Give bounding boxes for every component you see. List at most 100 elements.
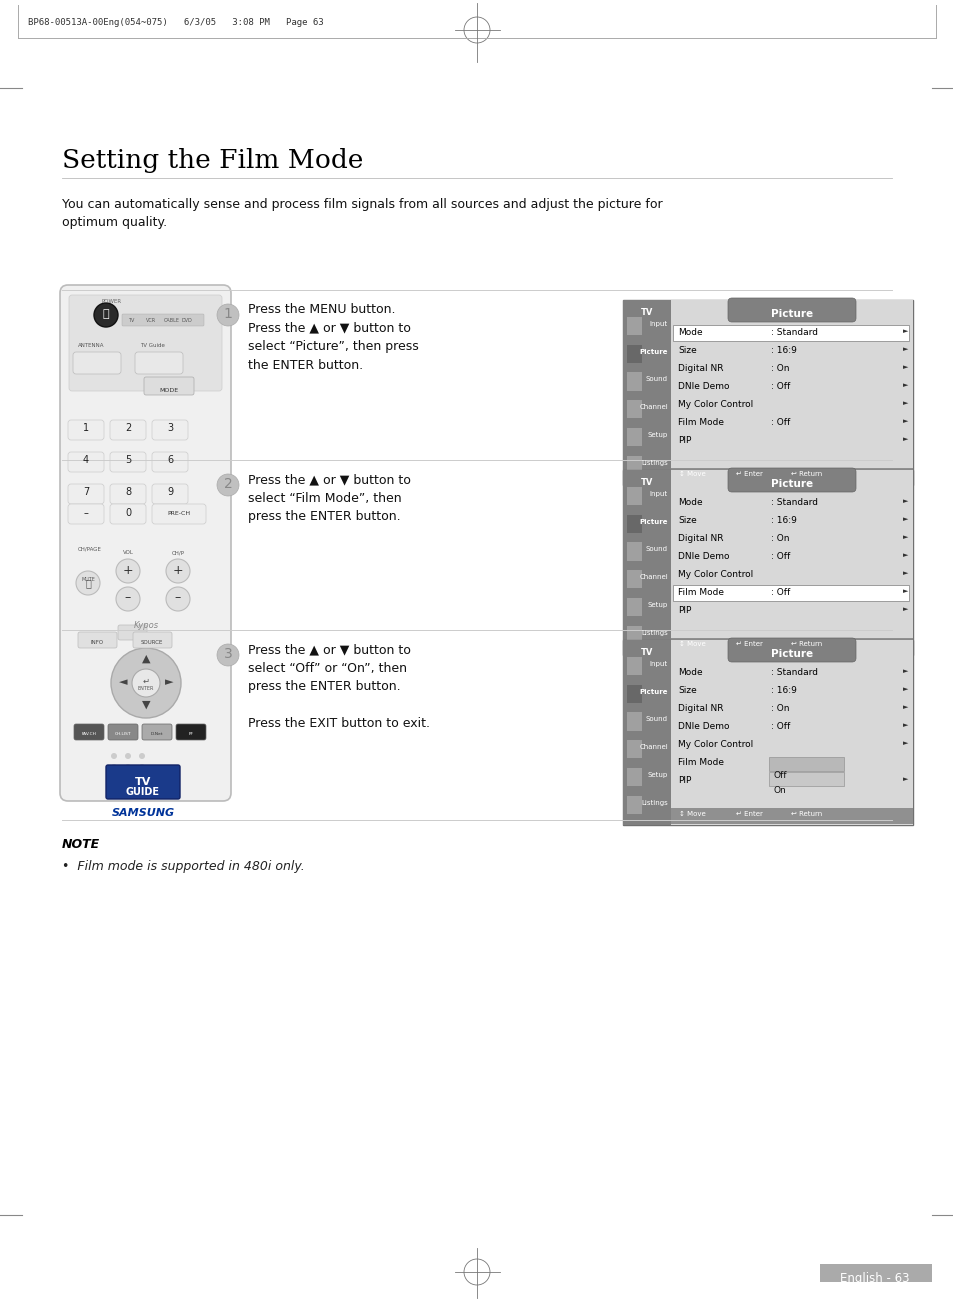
Circle shape [166,587,190,611]
Text: ►: ► [902,516,907,522]
Text: ▲: ▲ [142,654,150,664]
Text: Listings: Listings [640,630,667,636]
FancyBboxPatch shape [68,420,104,440]
Text: POWER: POWER [101,299,121,304]
Text: Picture: Picture [639,349,667,355]
Bar [626,740,641,758]
Text: DNIe Demo: DNIe Demo [678,382,729,392]
Text: MUTE: MUTE [81,578,95,582]
Text: Setting the Film Mode: Setting the Film Mode [62,148,363,173]
Text: –: – [125,592,131,605]
Bar [672,585,908,601]
FancyBboxPatch shape [142,723,172,740]
Text: ►: ► [902,533,907,540]
Text: 6: 6 [167,455,172,464]
Text: Picture: Picture [770,310,812,319]
Text: Sound: Sound [645,376,667,382]
Text: ↩ Return: ↩ Return [790,471,821,477]
Circle shape [111,648,181,718]
Text: NOTE: NOTE [62,838,100,851]
Text: DVD: DVD [182,317,193,323]
Text: VOL: VOL [122,550,133,556]
Text: Picture: Picture [770,649,812,660]
Text: : On: : On [770,364,789,373]
Text: SAMSUNG: SAMSUNG [112,808,174,818]
Text: Input: Input [649,321,667,327]
Text: CABLE: CABLE [164,317,180,323]
Text: Size: Size [678,516,696,526]
Text: ⏻: ⏻ [103,310,110,319]
Text: ►: ► [902,588,907,595]
Circle shape [111,753,117,758]
Text: Picture: Picture [639,688,667,695]
Bar [622,470,912,654]
Text: 5: 5 [125,455,131,464]
Text: ANTENNA: ANTENNA [78,343,105,347]
Bar [670,470,912,654]
FancyBboxPatch shape [110,503,146,524]
FancyBboxPatch shape [152,420,188,440]
Text: Mode: Mode [678,498,702,507]
Text: ►: ► [902,382,907,388]
Text: Digital NR: Digital NR [678,704,722,713]
Text: 3: 3 [167,423,172,433]
Text: On: On [773,786,786,795]
Text: : 16:9: : 16:9 [770,686,796,695]
Text: : On: : On [770,704,789,713]
FancyBboxPatch shape [727,468,855,492]
Text: ►: ► [902,498,907,503]
Bar [670,468,912,484]
Text: TV: TV [640,477,653,487]
FancyBboxPatch shape [152,451,188,472]
Text: 9: 9 [167,487,172,497]
Bar [622,301,912,485]
Text: : Off: : Off [770,418,789,427]
Text: ►: ► [902,364,907,369]
Text: 1: 1 [83,423,89,433]
Bar [768,771,843,786]
Text: ►: ► [902,436,907,442]
Text: ↕ Move: ↕ Move [679,641,705,647]
Text: 4: 4 [83,455,89,464]
Text: ↵ Enter: ↵ Enter [735,641,762,647]
Text: ◄: ◄ [118,677,127,687]
Bar [626,657,641,675]
Text: +: + [172,563,183,576]
Text: Size: Size [678,346,696,355]
Circle shape [111,764,117,770]
Circle shape [139,764,145,770]
Text: My Color Control: My Color Control [678,399,753,409]
Text: ►: ► [902,704,907,710]
Circle shape [116,587,140,611]
Text: 3: 3 [223,647,233,661]
Text: SOURCE: SOURCE [141,640,163,645]
Text: Size: Size [678,686,696,695]
Circle shape [216,474,239,496]
FancyBboxPatch shape [74,723,104,740]
Text: Off: Off [773,771,786,781]
Text: Film Mode: Film Mode [678,588,723,597]
Bar [626,713,641,731]
Text: You can automatically sense and process film signals from all sources and adjust: You can automatically sense and process … [62,198,662,229]
Text: ►: ► [902,667,907,674]
Bar [670,808,912,824]
Text: Setup: Setup [647,432,667,438]
Text: Press the ▲ or ▼ button to
select “Off” or “On”, then
press the ENTER button.

P: Press the ▲ or ▼ button to select “Off” … [248,643,430,730]
Text: FAV.CH: FAV.CH [81,732,96,736]
FancyBboxPatch shape [68,503,104,524]
Text: : Standard: : Standard [770,498,817,507]
FancyBboxPatch shape [68,484,104,503]
FancyBboxPatch shape [78,632,117,648]
Circle shape [125,764,131,770]
Text: D-Net: D-Net [151,732,163,736]
Bar [670,640,912,825]
Circle shape [216,644,239,666]
Text: PRE-CH: PRE-CH [168,510,191,515]
Text: ▼: ▼ [142,700,150,710]
Bar [820,1265,931,1281]
Bar [670,301,912,485]
Text: PIP: PIP [678,436,691,445]
Text: ►: ► [902,722,907,729]
Circle shape [94,303,118,327]
Circle shape [139,753,145,758]
